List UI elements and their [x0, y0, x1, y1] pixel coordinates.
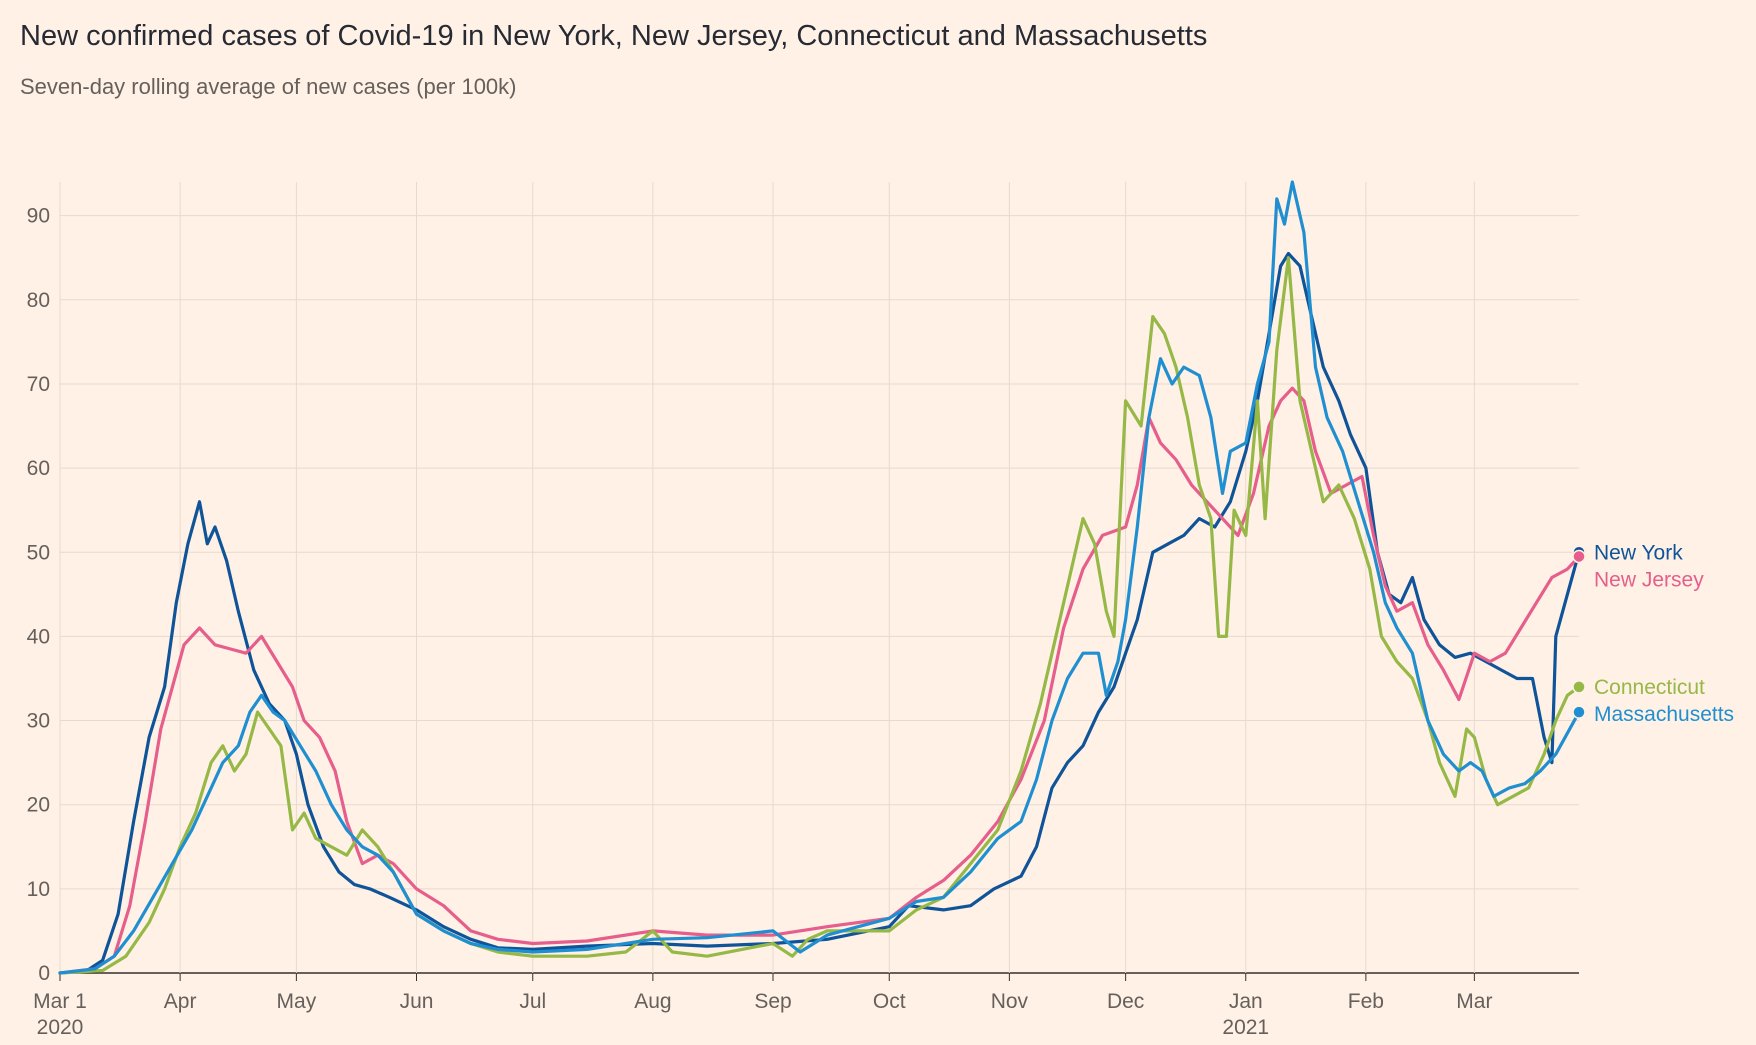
y-tick-label: 10 [27, 878, 50, 901]
x-tick-label: Oct [873, 990, 906, 1013]
x-tick-label: Dec [1107, 990, 1144, 1013]
y-tick-label: 50 [27, 541, 50, 564]
x-tick-label: Apr [164, 990, 197, 1013]
y-tick-label: 80 [27, 289, 50, 312]
x-tick-label: Mar [1456, 990, 1492, 1013]
x-tick-label: Nov [991, 990, 1029, 1013]
y-tick-label: 0 [38, 962, 50, 985]
y-tick-label: 60 [27, 457, 50, 480]
x-tick-label: May [277, 990, 317, 1013]
chart-subtitle: Seven-day rolling average of new cases (… [20, 74, 517, 99]
end-marker-massachusetts [1572, 705, 1586, 719]
x-tick-label: Aug [634, 990, 671, 1013]
series-label-new-york: New York [1594, 541, 1683, 564]
x-tick-label: Jun [400, 990, 434, 1013]
y-tick-label: 70 [27, 373, 50, 396]
x-tick-year-label: 2021 [1222, 1016, 1269, 1039]
label-layer: 0 10 20 30 40 50 60 70 80 90 Mar 1 2020 Apr May Jun Jul… [27, 205, 1734, 1039]
series-line-new-york [58, 251, 1581, 975]
series-line-new-jersey [58, 386, 1581, 975]
y-tick-label: 90 [27, 205, 50, 228]
x-tick-label: Jul [519, 990, 546, 1013]
series-label-connecticut: Connecticut [1594, 676, 1705, 699]
x-tick-label: Feb [1348, 990, 1384, 1013]
x-tick-year-label: 2020 [37, 1016, 84, 1039]
y-tick-label: 20 [27, 794, 50, 817]
series-line-massachusetts [58, 180, 1581, 975]
series-label-massachusetts: Massachusetts [1594, 703, 1734, 726]
chart-title: New confirmed cases of Covid-19 in New Y… [20, 20, 1208, 52]
series-line-connecticut [58, 256, 1581, 975]
y-tick-label: 40 [27, 625, 50, 648]
end-marker-new-jersey [1572, 549, 1586, 564]
series-layer [58, 180, 1586, 975]
x-tick-label: Sep [754, 990, 791, 1013]
series-label-new-jersey: New Jersey [1594, 568, 1704, 591]
y-tick-label: 30 [27, 710, 50, 733]
x-tick-label: Mar 1 [33, 990, 87, 1013]
end-marker-connecticut [1572, 680, 1586, 694]
grid-layer [59, 182, 1579, 981]
x-tick-label: Jan [1229, 990, 1263, 1013]
